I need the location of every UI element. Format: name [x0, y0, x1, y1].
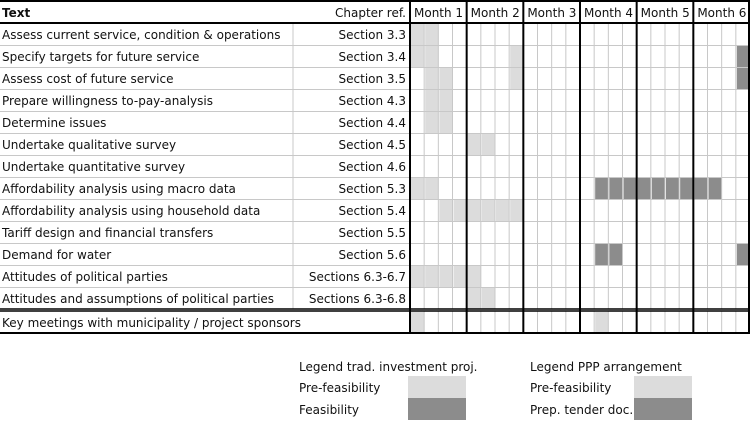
task-label: Prepare willingness to-pay-analysis — [2, 94, 213, 108]
gantt-bar-light-r9-w6 — [481, 200, 495, 221]
gantt-bar-dark-r8-w16 — [623, 178, 637, 199]
gantt-bar-light-r12-w4 — [453, 266, 467, 287]
task-label: Affordability analysis using macro data — [2, 182, 236, 196]
task-label: Assess cost of future service — [2, 72, 174, 86]
legend-label: Prep. tender doc. — [530, 403, 633, 417]
gantt-bar-light-r4-w3 — [439, 90, 453, 111]
task-label: Demand for water — [2, 248, 111, 262]
gantt-bar-dark-r3-w24 — [736, 68, 750, 89]
chapter-ref: Section 5.5 — [339, 226, 406, 240]
gantt-bar-light-r2-w8 — [510, 46, 524, 67]
gantt-bar-light-r13-w5 — [467, 288, 481, 309]
gantt-bar-light-r9-w7 — [496, 200, 510, 221]
gantt-bar-dark-r8-w20 — [680, 178, 694, 199]
task-label: Assess current service, condition & oper… — [2, 28, 280, 42]
gantt-bar-light-r1-w1 — [411, 24, 425, 45]
gantt-bar-dark-r8-w15 — [609, 178, 623, 199]
task-label: Undertake qualitative survey — [2, 138, 176, 152]
chapter-ref: Section 4.5 — [339, 138, 406, 152]
gantt-bar-light-r2-w1 — [411, 46, 425, 67]
gantt-labels: Text Chapter ref. Month 1 Month 2 Month 3 Mon… — [1, 6, 746, 330]
task-label: Key meetings with municipality / project… — [2, 316, 301, 330]
chapter-ref: Section 3.5 — [339, 72, 406, 86]
chapter-ref: Section 5.4 — [339, 204, 406, 218]
task-label: Attitudes of political parties — [2, 270, 168, 284]
gantt-bar-light-r4-w2 — [425, 90, 439, 111]
gantt-bar-dark-r11-w14 — [595, 244, 609, 265]
header-chapter-ref: Chapter ref. — [335, 6, 406, 20]
chapter-ref: Section 5.6 — [339, 248, 406, 262]
gantt-bar-light-r3-w3 — [439, 68, 453, 89]
month-header-6: Month 6 — [697, 6, 746, 20]
gantt-fills — [411, 24, 750, 333]
gantt-bar-dark-r11-w24 — [736, 244, 750, 265]
gantt-bar-light-r9-w5 — [467, 200, 481, 221]
gantt-bar-dark-r8-w19 — [666, 178, 680, 199]
legend-area: Legend trad. investment proj. Pre-feasibi… — [299, 360, 692, 420]
legend-label: Feasibility — [299, 403, 359, 417]
gantt-bar-light-r1-w2 — [425, 24, 439, 45]
gantt-bar-light-r3-w8 — [510, 68, 524, 89]
gantt-bar-light-r8-w2 — [425, 178, 439, 199]
legend-swatch-dark — [408, 398, 466, 420]
legend-label: Pre-feasibility — [530, 381, 611, 395]
gantt-bar-dark-r11-w15 — [609, 244, 623, 265]
gantt-bar-light-r9-w8 — [510, 200, 524, 221]
chapter-ref: Section 4.4 — [339, 116, 406, 130]
gantt-bar-light-r12-w3 — [439, 266, 453, 287]
gantt-bar-dark-r2-w24 — [736, 46, 750, 67]
gantt-bar-dark-r8-w21 — [694, 178, 708, 199]
chapter-ref: Section 4.6 — [339, 160, 406, 174]
gantt-bar-dark-r8-w18 — [651, 178, 665, 199]
month-header-1: Month 1 — [414, 6, 463, 20]
month-header-3: Month 3 — [527, 6, 576, 20]
gantt-bar-light-r12-w5 — [467, 266, 481, 287]
gantt-bar-light-r6-w5 — [467, 134, 481, 155]
gantt-bar-light-r12-w2 — [425, 266, 439, 287]
legend-title-1: Legend trad. investment proj. — [299, 360, 478, 374]
chapter-ref: Section 3.3 — [339, 28, 406, 42]
gantt-bar-light-r9-w3 — [439, 200, 453, 221]
gantt-bar-light-r5-w2 — [425, 112, 439, 133]
task-label: Affordability analysis using household d… — [2, 204, 260, 218]
chapter-ref: Section 5.3 — [339, 182, 406, 196]
gantt-bar-light-r6-w6 — [481, 134, 495, 155]
gantt-bar-light-r14-w1 — [411, 312, 425, 333]
chapter-ref: Sections 6.3-6.7 — [309, 270, 406, 284]
task-label: Attitudes and assumptions of political p… — [2, 292, 274, 306]
legend-title-2: Legend PPP arrangement — [530, 360, 682, 374]
month-header-2: Month 2 — [471, 6, 520, 20]
gantt-bar-light-r3-w2 — [425, 68, 439, 89]
legend-swatch-light — [634, 376, 692, 398]
legend-swatch-light — [408, 376, 466, 398]
gantt-bar-light-r8-w1 — [411, 178, 425, 199]
gantt-bar-light-r9-w4 — [453, 200, 467, 221]
task-label: Tariff design and financial transfers — [1, 226, 213, 240]
gantt-bar-light-r12-w1 — [411, 266, 425, 287]
task-label: Undertake quantitative survey — [2, 160, 185, 174]
gantt-bar-light-r14-w14 — [595, 312, 609, 333]
gantt-bar-dark-r8-w14 — [595, 178, 609, 199]
month-header-4: Month 4 — [584, 6, 633, 20]
legend-swatch-dark — [634, 398, 692, 420]
task-label: Determine issues — [2, 116, 106, 130]
chapter-ref: Section 4.3 — [339, 94, 406, 108]
chapter-ref: Sections 6.3-6.8 — [309, 292, 406, 306]
gantt-bar-dark-r8-w17 — [637, 178, 651, 199]
month-header-5: Month 5 — [641, 6, 690, 20]
header-text: Text — [2, 6, 30, 20]
gantt-bar-light-r5-w3 — [439, 112, 453, 133]
gantt-bar-light-r13-w6 — [481, 288, 495, 309]
gantt-bar-dark-r8-w22 — [708, 178, 722, 199]
gantt-bar-light-r2-w2 — [425, 46, 439, 67]
chapter-ref: Section 3.4 — [339, 50, 406, 64]
legend-label: Pre-feasibility — [299, 381, 380, 395]
task-label: Specify targets for future service — [2, 50, 199, 64]
gantt-grid — [0, 0, 750, 334]
